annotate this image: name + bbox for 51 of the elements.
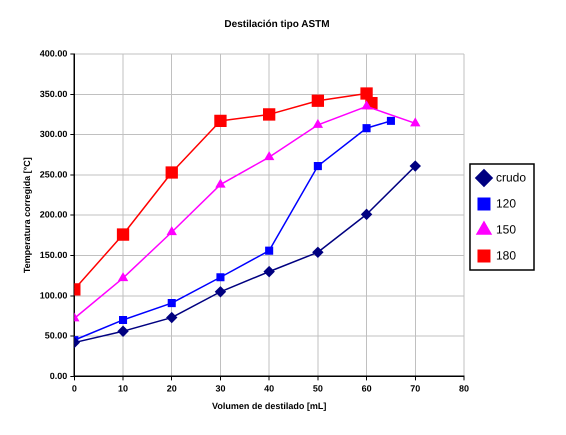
legend-label: 150 — [496, 222, 516, 236]
x-tick-label: 30 — [215, 383, 226, 394]
x-tick-label: 50 — [312, 383, 323, 394]
point — [118, 326, 129, 337]
point — [216, 273, 224, 282]
point — [264, 152, 274, 160]
point — [312, 246, 324, 258]
x-tick-label: 10 — [118, 383, 128, 394]
x-tick-label: 20 — [166, 383, 177, 394]
y-tick-label: 150.00 — [40, 250, 68, 260]
y-tick-label: 0.00 — [50, 370, 68, 381]
point — [166, 166, 178, 179]
chart-title: Destilación tipo ASTM — [224, 18, 330, 30]
point — [264, 266, 275, 278]
y-axis-title: Temperatura corregida [°C] — [22, 157, 32, 274]
point — [166, 312, 178, 324]
point — [314, 162, 322, 170]
x-tick-label: 70 — [410, 383, 420, 394]
x-tick-label: 0 — [72, 383, 77, 394]
point — [119, 316, 128, 324]
point — [386, 116, 395, 125]
y-tick-label: 100.00 — [40, 290, 68, 300]
point — [214, 286, 226, 298]
point — [410, 160, 421, 172]
point — [312, 94, 324, 107]
point — [313, 119, 323, 128]
point — [216, 179, 226, 188]
point — [263, 108, 276, 121]
legend-label: 120 — [496, 196, 516, 210]
y-tick-label: 250.00 — [40, 169, 68, 180]
point — [361, 208, 372, 220]
point — [410, 118, 420, 126]
point — [214, 114, 227, 128]
legend-label: 180 — [496, 248, 516, 262]
y-tick-label: 50.00 — [44, 330, 68, 341]
y-tick-label: 350.00 — [40, 88, 68, 99]
y-tick-label: 400.00 — [40, 48, 68, 58]
x-tick-label: 80 — [458, 383, 469, 394]
legend-label: crudo — [496, 170, 526, 184]
point — [362, 124, 371, 132]
point — [168, 299, 176, 308]
point — [265, 246, 274, 255]
x-tick-label: 40 — [264, 383, 274, 394]
point — [362, 100, 372, 110]
y-tick-label: 300.00 — [40, 129, 68, 140]
x-axis-title: Volumen de destilado [mL] — [212, 401, 326, 412]
point — [116, 228, 130, 241]
point — [166, 226, 177, 236]
y-tick-label: 200.00 — [40, 210, 68, 220]
x-tick-label: 60 — [362, 383, 372, 394]
point — [118, 272, 128, 282]
